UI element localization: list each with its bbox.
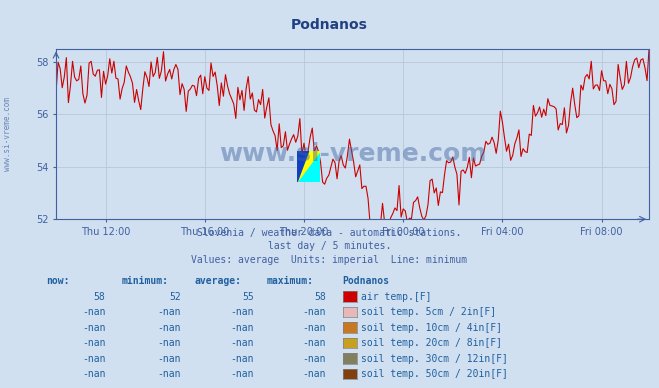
Text: now:: now: [46,276,70,286]
Text: soil temp. 50cm / 20in[F]: soil temp. 50cm / 20in[F] [361,369,508,379]
Text: -nan: -nan [230,307,254,317]
Polygon shape [297,151,320,182]
Text: soil temp. 10cm / 4in[F]: soil temp. 10cm / 4in[F] [361,323,502,333]
Text: soil temp. 30cm / 12in[F]: soil temp. 30cm / 12in[F] [361,354,508,364]
Text: -nan: -nan [158,307,181,317]
Text: -nan: -nan [82,369,105,379]
Text: www.si-vreme.com: www.si-vreme.com [3,97,13,171]
Text: 55: 55 [242,292,254,302]
Text: -nan: -nan [158,323,181,333]
Text: minimum:: minimum: [122,276,169,286]
Text: -nan: -nan [230,354,254,364]
Text: -nan: -nan [302,369,326,379]
Text: -nan: -nan [158,338,181,348]
Text: -nan: -nan [82,307,105,317]
Text: -nan: -nan [82,323,105,333]
Text: soil temp. 5cm / 2in[F]: soil temp. 5cm / 2in[F] [361,307,496,317]
Text: -nan: -nan [302,354,326,364]
Text: -nan: -nan [230,323,254,333]
Text: www.si-vreme.com: www.si-vreme.com [219,142,486,166]
Text: -nan: -nan [82,338,105,348]
Text: Values: average  Units: imperial  Line: minimum: Values: average Units: imperial Line: mi… [191,255,468,265]
Text: 52: 52 [169,292,181,302]
Text: -nan: -nan [302,323,326,333]
Text: 58: 58 [94,292,105,302]
Polygon shape [297,151,308,182]
Text: -nan: -nan [230,338,254,348]
Text: -nan: -nan [230,369,254,379]
Text: maximum:: maximum: [267,276,314,286]
Text: 58: 58 [314,292,326,302]
Text: -nan: -nan [302,338,326,348]
Text: last day / 5 minutes.: last day / 5 minutes. [268,241,391,251]
Text: average:: average: [194,276,241,286]
Text: Slovenia / weather data - automatic stations.: Slovenia / weather data - automatic stat… [197,228,462,238]
Text: Podnanos: Podnanos [343,276,389,286]
Text: soil temp. 20cm / 8in[F]: soil temp. 20cm / 8in[F] [361,338,502,348]
Text: air temp.[F]: air temp.[F] [361,292,432,302]
Text: -nan: -nan [158,354,181,364]
Text: -nan: -nan [158,369,181,379]
Polygon shape [297,151,320,182]
Text: -nan: -nan [302,307,326,317]
Text: -nan: -nan [82,354,105,364]
Text: Podnanos: Podnanos [291,18,368,32]
